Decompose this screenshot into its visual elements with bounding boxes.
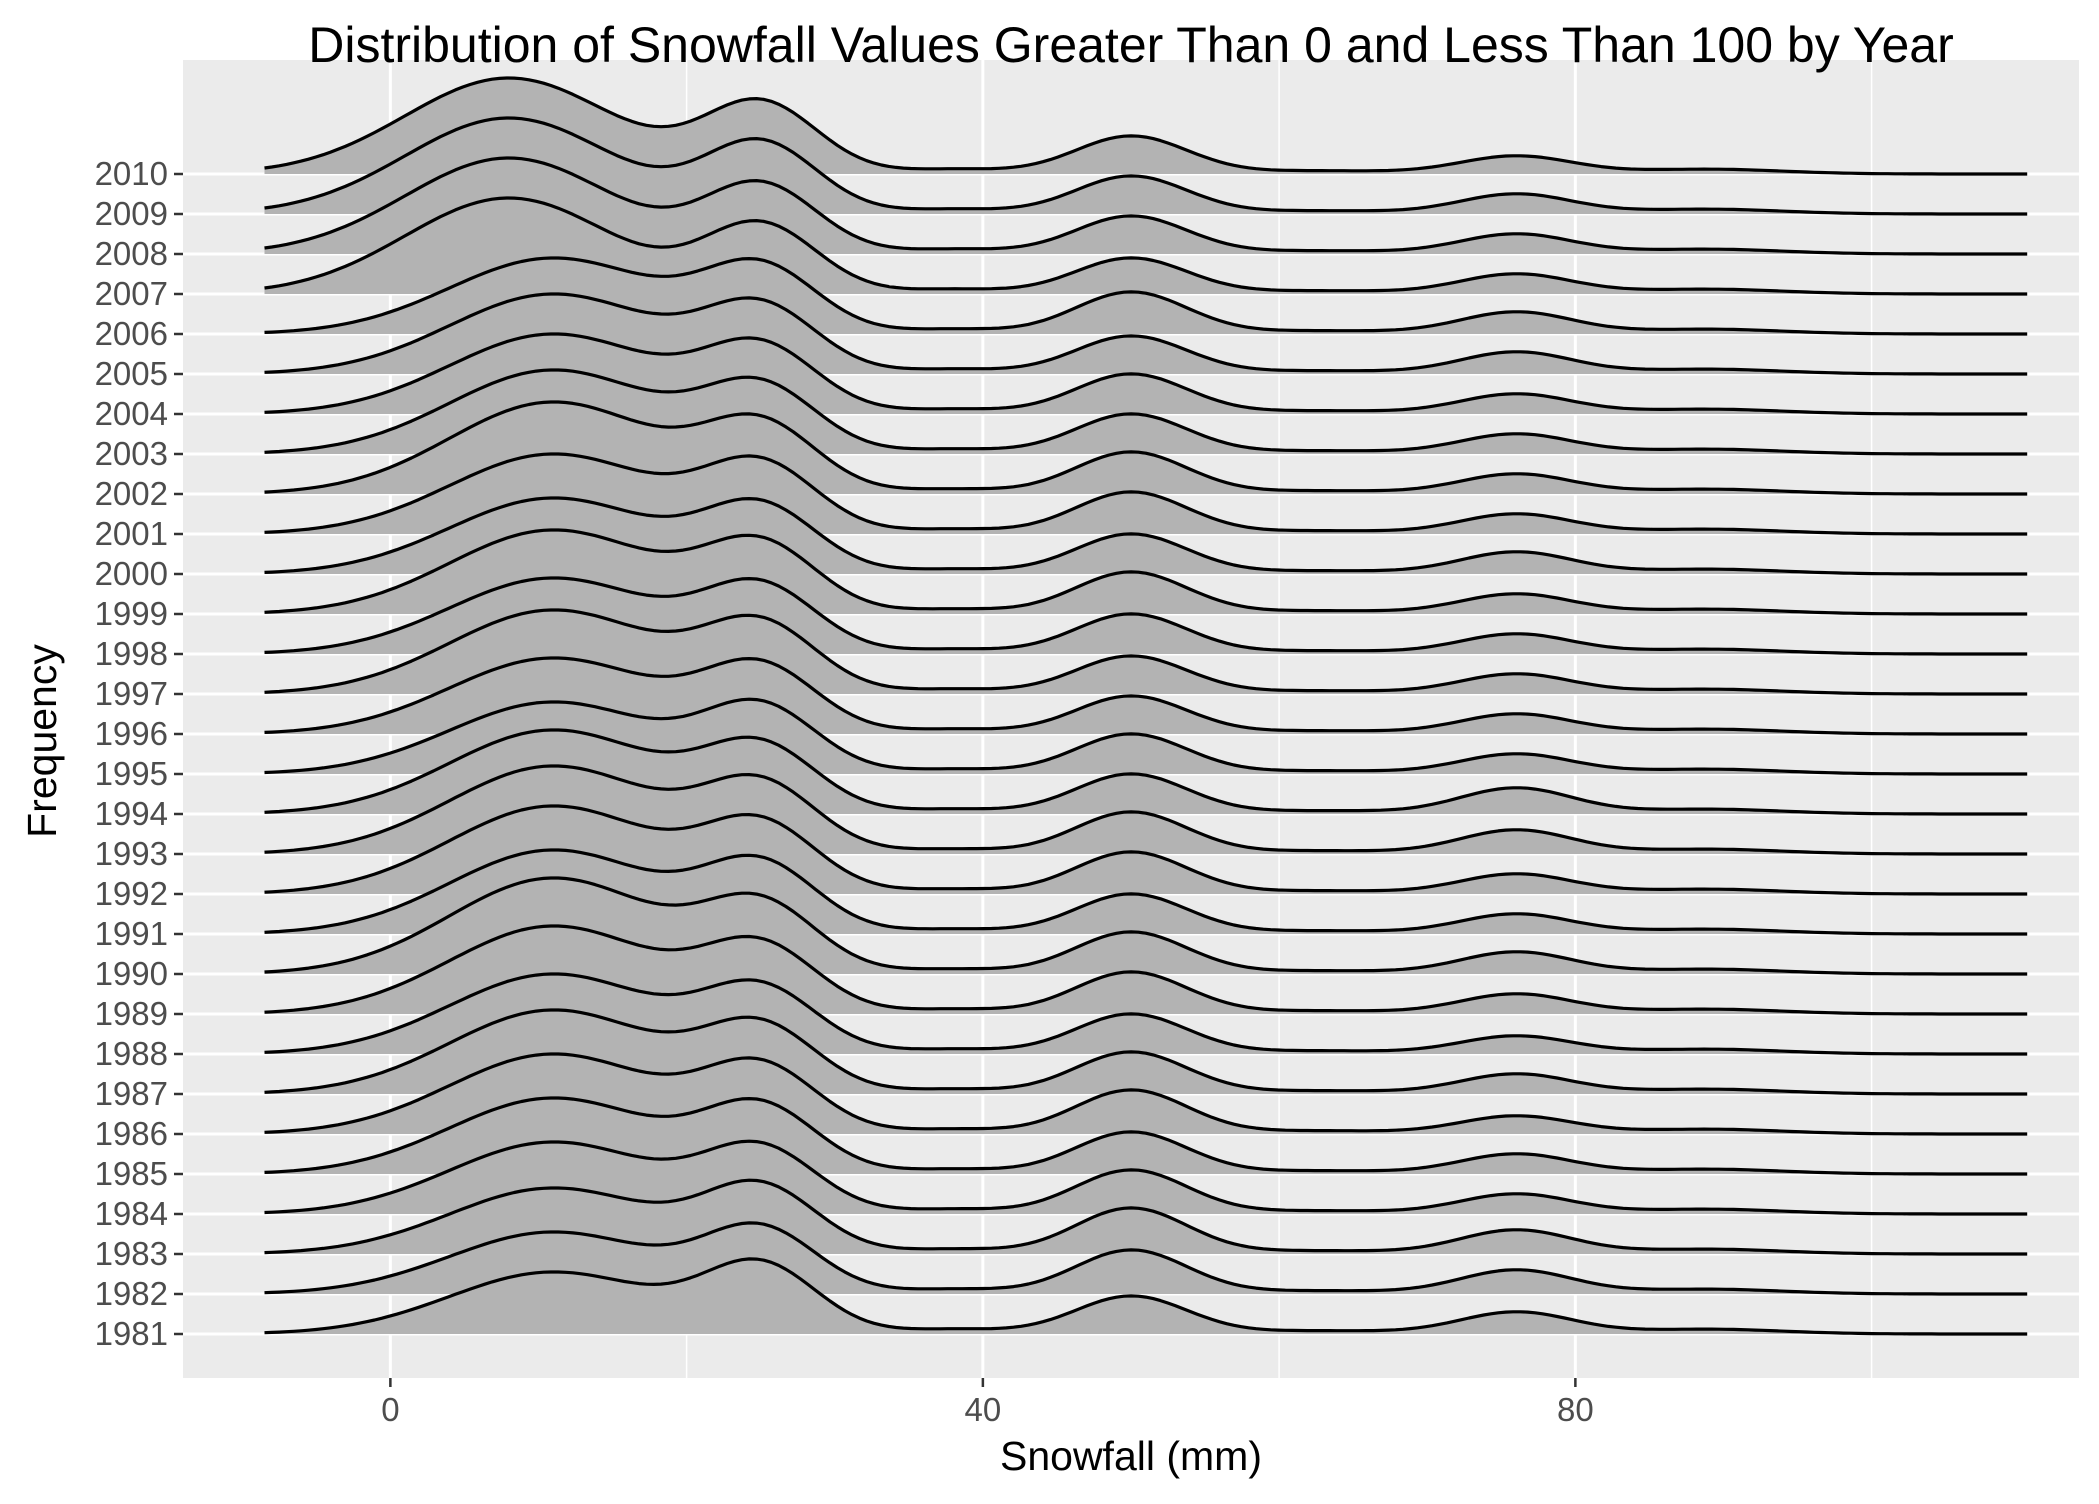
ridge-line-2009 [264, 116, 2028, 216]
y-tick-label: 1982 [95, 1275, 168, 1312]
y-axis: 1981198219831984198519861987198819891990… [95, 155, 183, 1352]
y-tick-label: 1981 [95, 1315, 168, 1352]
ridge-line-2000 [264, 496, 2028, 576]
y-axis-title: Frequency [19, 644, 65, 838]
x-axis: 0 40 80 [381, 1378, 1594, 1428]
y-tick-label: 2008 [95, 235, 168, 272]
ridge-line-1992 [264, 804, 2028, 896]
x-tick-label: 40 [965, 1391, 1002, 1428]
y-tick-label: 1994 [95, 795, 168, 832]
ridge-line-1997 [264, 608, 2028, 696]
y-tick-label: 1995 [95, 755, 168, 792]
ridge-line-2002 [264, 400, 2028, 496]
ridge-line-1984 [264, 1139, 2028, 1216]
ridge-line-2007 [264, 196, 2028, 296]
y-tick-label: 1989 [95, 995, 168, 1032]
ridge-line-1987 [264, 1008, 2028, 1096]
y-tick-label: 2007 [95, 275, 168, 312]
ridge-line-1985 [264, 1096, 2028, 1176]
y-tick-label: 2000 [95, 555, 168, 592]
y-tick-label: 2005 [95, 355, 168, 392]
ridge-fill-2009 [264, 118, 2028, 214]
ridge-line-1996 [264, 656, 2028, 736]
y-tick-label: 1993 [95, 835, 168, 872]
chart-title: Distribution of Snowfall Values Greater … [308, 17, 1953, 73]
ridge-fill-2010 [264, 78, 2028, 174]
ridge-line-2008 [264, 156, 2028, 256]
y-tick-label: 1998 [95, 635, 168, 672]
y-tick-label: 1990 [95, 955, 168, 992]
ridge-1981 [264, 1257, 2028, 1336]
ridge-line-2004 [264, 332, 2028, 416]
y-tick-label: 1988 [95, 1035, 168, 1072]
y-tick-label: 1985 [95, 1155, 168, 1192]
ridges [264, 76, 2028, 1336]
y-tick-label: 2004 [95, 395, 168, 432]
ridge-2009 [264, 116, 2028, 216]
ridge-2008 [264, 156, 2028, 256]
y-tick-label: 1986 [95, 1115, 168, 1152]
ridge-fill-1981 [264, 1258, 2028, 1334]
ridge-line-1993 [264, 764, 2028, 856]
y-tick-label: 1992 [95, 875, 168, 912]
ridge-line-1988 [264, 972, 2028, 1056]
ridge-line-1989 [264, 924, 2028, 1016]
y-tick-label: 2001 [95, 515, 168, 552]
y-tick-label: 1983 [95, 1235, 168, 1272]
ridge-line-1981 [264, 1257, 2028, 1336]
y-tick-label: 2009 [95, 195, 168, 232]
ridge-line-1991 [264, 848, 2028, 936]
y-tick-label: 1996 [95, 715, 168, 752]
ridge-fill-2008 [264, 158, 2028, 254]
y-tick-label: 1987 [95, 1075, 168, 1112]
ridge-line-1998 [264, 576, 2028, 656]
y-tick-label: 1984 [95, 1195, 168, 1232]
x-tick-label: 80 [1557, 1391, 1594, 1428]
ridge-line-2010 [264, 76, 2028, 176]
y-tick-label: 2002 [95, 475, 168, 512]
ridge-line-2003 [264, 368, 2028, 456]
ridge-line-2001 [264, 452, 2028, 536]
ridge-line-1986 [264, 1052, 2028, 1136]
ridge-line-1983 [264, 1178, 2028, 1256]
ridge-line-2005 [264, 292, 2028, 376]
x-tick-label: 0 [381, 1391, 399, 1428]
ridge-line-1994 [264, 728, 2028, 816]
x-axis-title: Snowfall (mm) [1000, 1433, 1262, 1479]
ridge-line-1995 [264, 697, 2028, 776]
y-tick-label: 1999 [95, 595, 168, 632]
ridge-line-1982 [264, 1221, 2028, 1296]
y-tick-label: 1991 [95, 915, 168, 952]
ridge-line-2006 [264, 256, 2028, 336]
ridge-line-1999 [264, 528, 2028, 616]
y-tick-label: 1997 [95, 675, 168, 712]
ridge-line-1990 [264, 876, 2028, 976]
y-tick-label: 2010 [95, 155, 168, 192]
y-tick-label: 2003 [95, 435, 168, 472]
ridge-2010 [264, 76, 2028, 176]
y-tick-label: 2006 [95, 315, 168, 352]
